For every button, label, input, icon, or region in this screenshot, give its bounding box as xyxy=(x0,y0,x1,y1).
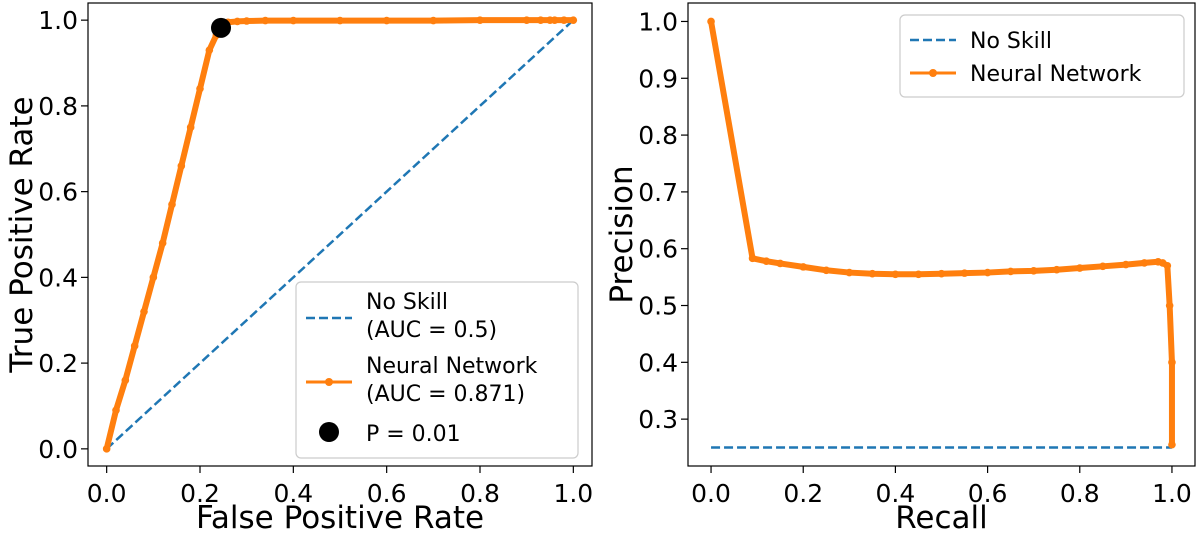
data-point xyxy=(429,16,438,25)
plot-frame xyxy=(87,2,593,467)
data-point xyxy=(960,269,969,277)
data-point xyxy=(102,445,111,453)
data-point xyxy=(1099,262,1107,271)
data-point xyxy=(196,84,204,93)
data-point xyxy=(1165,301,1174,310)
data-point xyxy=(1168,440,1176,449)
x-tick-label: 1.0 xyxy=(553,479,593,508)
data-point xyxy=(140,307,148,316)
data-point xyxy=(776,259,784,268)
data-point xyxy=(149,273,158,282)
y-tick-label: 1.0 xyxy=(638,7,678,36)
y-tick-label: 0.5 xyxy=(638,292,678,321)
data-point xyxy=(560,16,568,24)
data-point xyxy=(336,16,344,25)
data-point xyxy=(289,16,298,25)
y-tick-label: 0.6 xyxy=(38,178,78,207)
roc-chart: 0.0 0.2 0.4 0.6 0.8 1.0 0.0 0.2 0.4 0.6 0.8 1.0 Fals… xyxy=(4,2,593,535)
data-point xyxy=(822,266,831,275)
data-point xyxy=(130,342,139,350)
data-point xyxy=(1122,260,1130,269)
data-point xyxy=(937,269,946,278)
data-point xyxy=(1168,358,1176,367)
legend-label: No Skill xyxy=(970,29,1052,54)
data-point xyxy=(762,257,771,266)
data-point xyxy=(177,162,186,170)
x-tick-label: 0.8 xyxy=(1060,479,1100,508)
data-point xyxy=(121,376,130,385)
y-tick-label: 1.0 xyxy=(38,6,78,35)
legend-label: No Skill xyxy=(366,290,448,315)
y-tick-label: 0.2 xyxy=(38,349,78,378)
x-axis-label: Recall xyxy=(895,500,988,535)
x-tick-label: 0.6 xyxy=(367,479,407,508)
x-tick-label: 0.0 xyxy=(691,479,731,508)
data-point xyxy=(1140,259,1149,267)
y-tick-label: 0.4 xyxy=(38,263,78,292)
data-point xyxy=(550,16,559,24)
y-tick-label: 0.0 xyxy=(38,435,78,464)
data-point xyxy=(1006,267,1015,276)
threshold-point xyxy=(211,17,231,38)
data-point xyxy=(261,16,270,25)
plot-frame xyxy=(687,2,1196,467)
data-point xyxy=(891,270,900,279)
data-point xyxy=(799,263,808,271)
data-point xyxy=(1029,267,1038,275)
y-tick-label: 0.9 xyxy=(638,64,678,93)
x-tick-label: 0.6 xyxy=(968,479,1008,508)
data-point xyxy=(233,17,242,26)
data-point xyxy=(1075,264,1084,272)
x-tick-label: 0.4 xyxy=(273,479,313,508)
x-tick-label: 1.0 xyxy=(1152,479,1192,508)
x-tick-label: 0.8 xyxy=(460,479,500,508)
data-point xyxy=(868,269,877,278)
legend-box xyxy=(899,14,1185,98)
data-point xyxy=(522,16,531,24)
data-point xyxy=(205,46,214,54)
data-point xyxy=(983,268,992,277)
data-point xyxy=(186,123,195,132)
y-axis-label: True Positive Rate xyxy=(4,96,40,373)
y-tick-label: 0.8 xyxy=(638,121,678,150)
data-point xyxy=(168,200,176,209)
legend-swatch-marker xyxy=(929,69,937,77)
legend-label: P = 0.01 xyxy=(366,422,461,447)
legend-label: (AUC = 0.5) xyxy=(366,318,497,343)
data-point xyxy=(112,406,120,415)
x-tick-label: 0.0 xyxy=(87,479,127,508)
legend-label: Neural Network xyxy=(366,354,538,379)
legend-label: Neural Network xyxy=(970,62,1142,87)
y-tick-label: 0.4 xyxy=(638,348,678,377)
data-point xyxy=(1163,261,1172,270)
x-axis-label: False Positive Rate xyxy=(196,500,484,535)
legend-box xyxy=(295,281,579,459)
precision-recall-chart: 0.0 0.2 0.4 0.6 0.8 1.0 0.3 0.4 0.5 0.6 0.7 0.8 0.9 1… xyxy=(604,2,1196,535)
x-tick-label: 0.4 xyxy=(876,479,916,508)
y-tick-label: 0.7 xyxy=(638,178,678,207)
data-point xyxy=(748,254,757,263)
data-point xyxy=(536,16,545,24)
data-point xyxy=(845,268,854,277)
data-point xyxy=(476,16,484,24)
data-point xyxy=(1052,265,1061,274)
data-point xyxy=(569,16,578,24)
data-point xyxy=(242,17,251,25)
data-point xyxy=(158,239,167,247)
y-tick-label: 0.6 xyxy=(638,235,678,264)
data-point xyxy=(914,270,923,279)
legend-swatch-marker xyxy=(325,378,333,386)
legend-label: (AUC = 0.871) xyxy=(366,382,525,407)
y-tick-label: 0.8 xyxy=(38,92,78,121)
y-tick-label: 0.3 xyxy=(638,405,678,434)
legend-swatch-marker xyxy=(319,422,339,442)
x-tick-label: 0.2 xyxy=(783,479,823,508)
y-axis-label: Precision xyxy=(604,165,640,303)
data-point xyxy=(382,16,391,25)
data-point xyxy=(707,17,715,26)
x-tick-label: 0.2 xyxy=(180,479,220,508)
series-line-no-skill xyxy=(105,19,575,450)
